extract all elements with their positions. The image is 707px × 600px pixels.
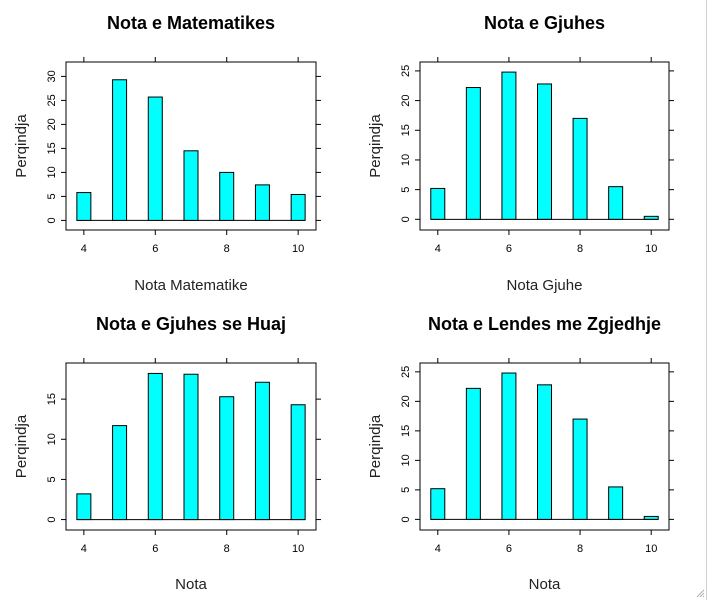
bar-nota-9 <box>254 381 270 521</box>
bar-nota-10 <box>290 404 306 521</box>
y-tick-label: 10 <box>400 154 412 166</box>
x-axis-label: Nota Matematike <box>134 277 247 294</box>
y-tick-label: 5 <box>46 193 58 199</box>
y-tick-label: 25 <box>400 65 412 77</box>
x-tick-label: 8 <box>577 243 583 255</box>
y-tick-label: 10 <box>400 454 412 466</box>
chart-panel-1: Nota e Matematikes 0 5 10 15 20 25 30 4 6 8 10 Nota … <box>13 13 321 294</box>
chart-title: Nota e Gjuhes <box>484 13 605 33</box>
y-axis-label: Perqindja <box>367 114 384 178</box>
y-tick-label: 0 <box>46 517 58 523</box>
x-tick-label: 8 <box>577 543 583 555</box>
bar-nota-8 <box>572 418 588 520</box>
resize-grip-icon[interactable] <box>695 588 705 598</box>
x-tick-label: 10 <box>645 543 657 555</box>
y-axis-label: Perqindja <box>367 414 384 478</box>
bar-nota-10 <box>643 215 659 220</box>
chart-title: Nota e Matematikes <box>107 13 275 33</box>
x-axis-label: Nota <box>175 576 207 593</box>
y-tick-label: 15 <box>400 425 412 437</box>
y-axis-label: Perqindja <box>13 414 30 478</box>
x-tick-label: 4 <box>435 543 441 555</box>
y-tick-label: 25 <box>400 366 412 378</box>
bar-nota-6 <box>501 71 517 220</box>
y-tick-label: 0 <box>400 516 412 522</box>
plot-frame <box>419 61 670 231</box>
bar-nota-9 <box>254 184 270 221</box>
y-tick-label: 10 <box>46 433 58 445</box>
bar-nota-6 <box>501 372 517 520</box>
bar-nota-7 <box>537 83 552 220</box>
y-tick-label: 30 <box>46 70 58 82</box>
chart-panel-3: Nota e Gjuhes se Huaj 0 5 10 15 4 6 8 10 Nota Perq… <box>13 314 321 593</box>
x-axis-label: Nota <box>529 576 561 593</box>
x-tick-label: 6 <box>506 243 512 255</box>
bar-nota-10 <box>643 515 659 520</box>
bar-nota-5 <box>112 79 128 221</box>
bar-nota-7 <box>183 373 199 521</box>
plot-frame <box>65 61 317 231</box>
bar-nota-9 <box>608 186 624 220</box>
x-tick-label: 6 <box>152 243 158 255</box>
bar-nota-10 <box>290 193 306 221</box>
y-tick-label: 20 <box>46 118 58 130</box>
y-tick-label: 10 <box>46 166 58 178</box>
y-tick-label: 20 <box>400 395 412 407</box>
bar-nota-8 <box>219 396 235 521</box>
y-tick-label: 5 <box>400 487 412 493</box>
chart-title: Nota e Lendes me Zgjedhje <box>428 314 661 334</box>
x-tick-label: 6 <box>506 543 512 555</box>
y-tick-label: 15 <box>400 124 412 136</box>
y-tick-label: 20 <box>400 94 412 106</box>
bar-nota-6 <box>147 372 163 521</box>
x-tick-label: 10 <box>292 243 304 255</box>
y-tick-label: 15 <box>46 393 58 405</box>
x-tick-label: 4 <box>435 243 441 255</box>
x-tick-label: 8 <box>224 543 230 555</box>
x-tick-label: 6 <box>152 543 158 555</box>
bar-nota-4 <box>430 187 446 220</box>
chart-title: Nota e Gjuhes se Huaj <box>96 314 286 334</box>
bar-nota-5 <box>112 425 128 521</box>
bar-nota-8 <box>572 117 588 220</box>
y-tick-label: 15 <box>46 142 58 154</box>
y-tick-label: 5 <box>46 476 58 482</box>
x-axis-label: Nota Gjuhe <box>507 277 583 294</box>
chart-panel-2: Nota e Gjuhes 0 5 10 15 20 25 4 6 8 10 Nota Gjuhe Pe… <box>367 13 674 294</box>
bar-nota-6 <box>147 96 163 221</box>
x-tick-label: 10 <box>645 243 657 255</box>
bar-nota-4 <box>76 493 92 521</box>
bar-nota-7 <box>183 150 199 221</box>
y-tick-label: 5 <box>400 187 412 193</box>
x-tick-label: 4 <box>81 543 87 555</box>
x-tick-label: 8 <box>224 243 230 255</box>
bar-nota-7 <box>537 384 552 520</box>
y-tick-label: 25 <box>46 94 58 106</box>
bar-nota-5 <box>465 87 481 220</box>
x-tick-label: 4 <box>81 243 87 255</box>
bar-nota-5 <box>465 387 481 520</box>
plot-frame <box>65 362 317 531</box>
plot-frame <box>419 362 670 531</box>
bar-nota-9 <box>608 486 624 520</box>
bar-nota-4 <box>76 192 92 221</box>
y-tick-label: 0 <box>400 216 412 222</box>
bar-nota-4 <box>430 488 446 520</box>
bar-nota-8 <box>219 171 235 221</box>
y-tick-label: 0 <box>46 217 58 223</box>
y-axis-label: Perqindja <box>13 114 30 178</box>
x-tick-label: 10 <box>292 543 304 555</box>
chart-panel-4: Nota e Lendes me Zgjedhje 0 5 10 15 20 25 4 6 8 10… <box>367 314 674 593</box>
